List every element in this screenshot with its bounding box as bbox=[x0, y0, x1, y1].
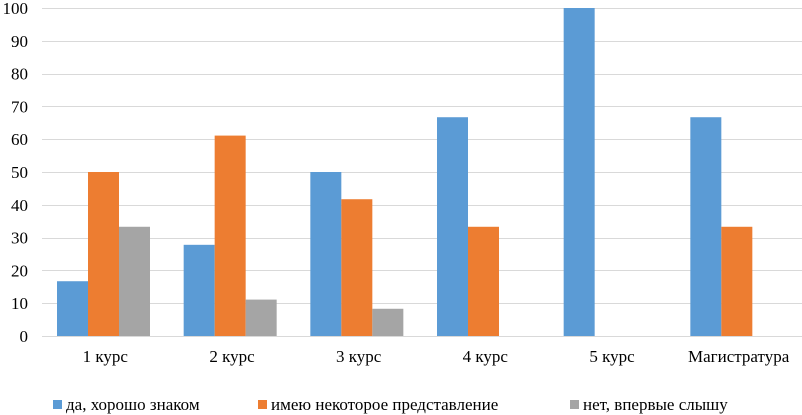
bars bbox=[57, 8, 753, 336]
bar bbox=[214, 135, 246, 336]
bar bbox=[372, 308, 404, 336]
y-tick-label: 40 bbox=[11, 196, 28, 215]
x-tick-label: Магистратура bbox=[688, 347, 790, 366]
bar bbox=[721, 226, 753, 336]
x-axis: 1 курс 2 курс 3 курс 4 курс 5 курс Магистрату… bbox=[83, 347, 790, 366]
legend-swatch bbox=[53, 400, 62, 409]
x-tick-label: 3 курс bbox=[336, 347, 382, 366]
x-tick-label: 5 курс bbox=[589, 347, 635, 366]
bar bbox=[341, 199, 373, 336]
y-axis: 0 10 20 30 40 50 60 70 80 90 100 bbox=[3, 0, 29, 346]
y-tick-label: 70 bbox=[11, 97, 28, 116]
y-tick-label: 0 bbox=[20, 327, 29, 346]
bar bbox=[183, 244, 215, 336]
legend-swatch bbox=[258, 400, 267, 409]
y-tick-label: 10 bbox=[11, 294, 28, 313]
gridlines bbox=[42, 8, 802, 304]
bar bbox=[310, 172, 342, 336]
bar bbox=[57, 281, 88, 336]
y-tick-label: 80 bbox=[11, 65, 28, 84]
bar bbox=[245, 299, 277, 336]
bar bbox=[563, 8, 595, 336]
y-tick-label: 60 bbox=[11, 130, 28, 149]
legend-label: нет, впервые слышу bbox=[583, 395, 728, 414]
y-tick-label: 30 bbox=[11, 229, 28, 248]
bar bbox=[690, 117, 722, 336]
y-tick-label: 90 bbox=[11, 32, 28, 51]
legend-label: да, хорошо знаком bbox=[66, 395, 200, 414]
y-tick-label: 50 bbox=[11, 163, 28, 182]
y-tick-label: 100 bbox=[3, 0, 29, 18]
legend-swatch bbox=[570, 400, 579, 409]
x-tick-label: 2 курс bbox=[209, 347, 255, 366]
legend-label: имею некоторое представление bbox=[271, 395, 498, 414]
x-tick-label: 1 курс bbox=[83, 347, 129, 366]
legend: да, хорошо знаком имею некоторое представ… bbox=[53, 395, 728, 414]
bar bbox=[437, 117, 468, 336]
bar bbox=[88, 172, 119, 336]
y-tick-label: 20 bbox=[11, 261, 28, 280]
x-tick-label: 4 курс bbox=[463, 347, 509, 366]
bar bbox=[468, 226, 499, 336]
bar bbox=[119, 226, 150, 336]
